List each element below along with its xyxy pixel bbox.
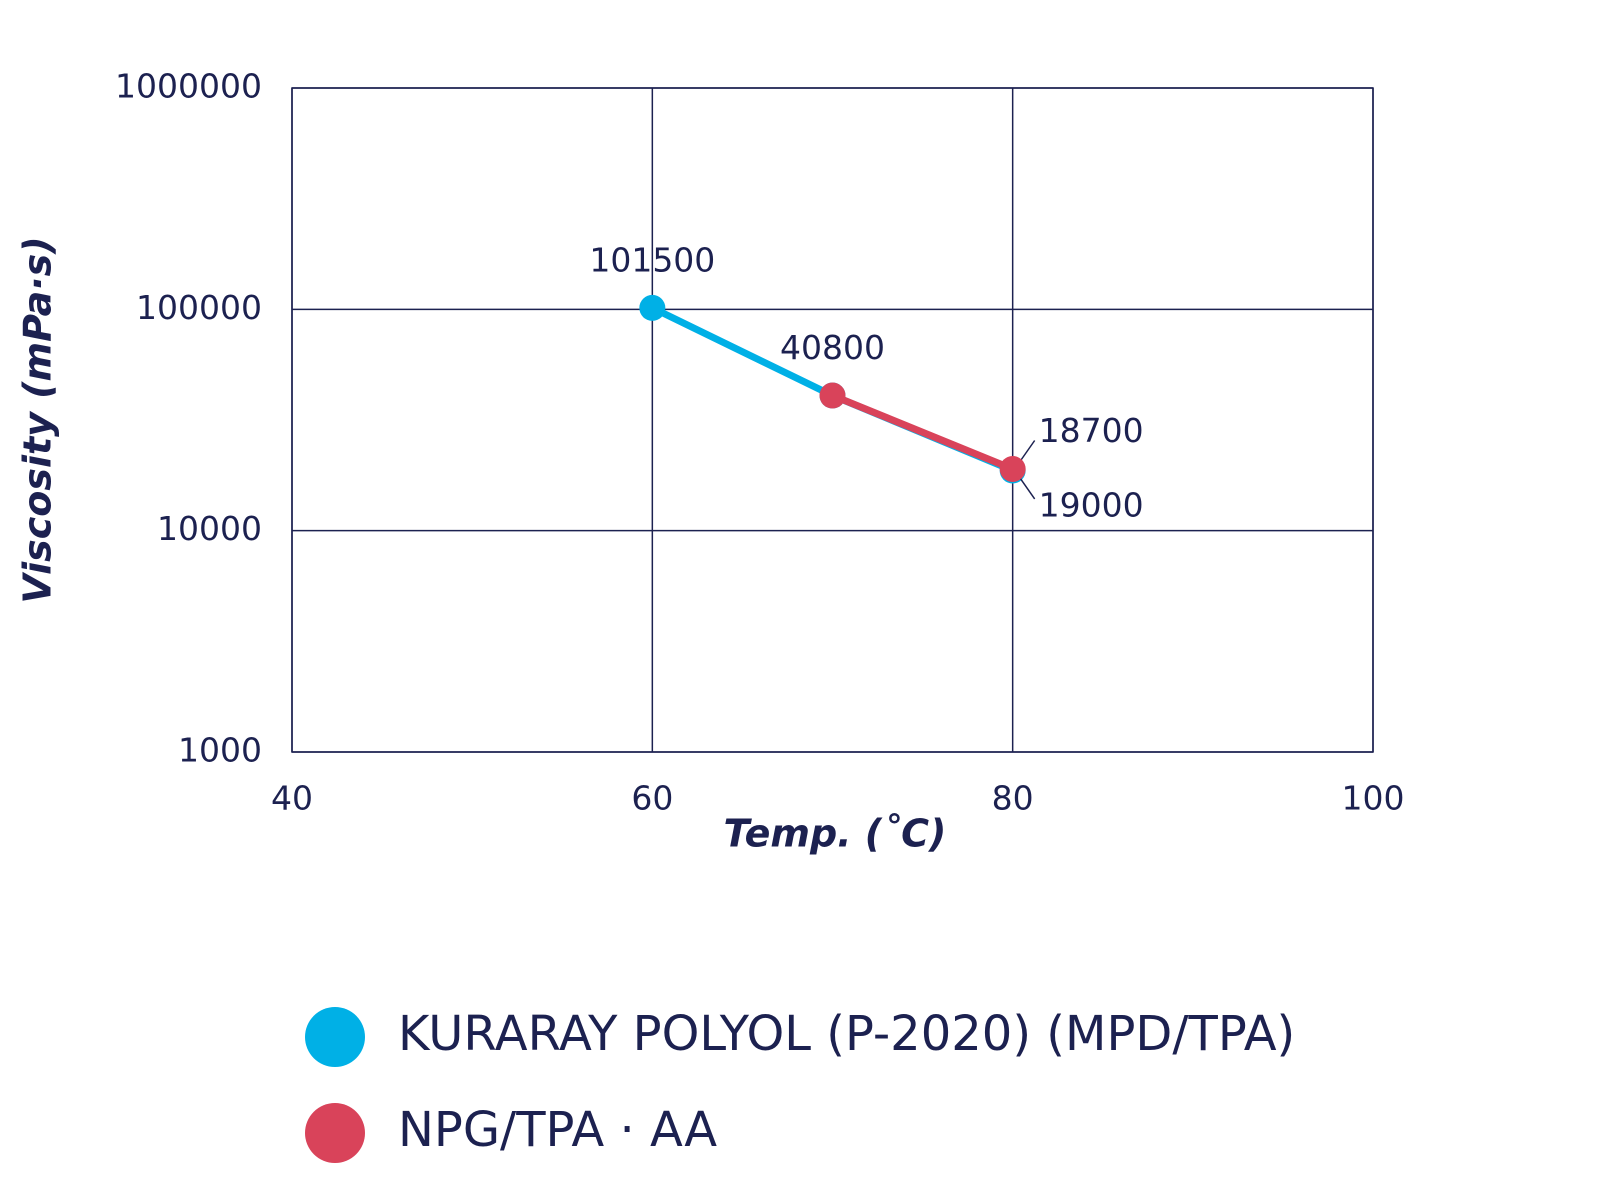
y-tick-label: 1000 <box>178 731 262 770</box>
legend-text: KURARAY POLYOL (P-2020) (MPD/TPA) <box>398 1006 1295 1062</box>
data-label: 101500 <box>589 240 715 279</box>
x-tick-label: 60 <box>631 779 673 818</box>
legend-text: NPG/TPA · AA <box>398 1102 717 1158</box>
data-label: 19000 <box>1039 485 1144 524</box>
leader-line <box>1020 440 1036 461</box>
x-tick-label: 40 <box>271 779 313 818</box>
legend-marker <box>305 1103 365 1163</box>
x-tick-label: 100 <box>1342 779 1405 818</box>
leader-line <box>1020 478 1036 500</box>
legend-marker <box>305 1007 365 1067</box>
y-tick-label: 10000 <box>157 509 262 548</box>
data-point <box>819 382 846 409</box>
y-tick-label: 100000 <box>136 288 262 327</box>
plot-frame <box>291 87 1374 753</box>
x-axis-title: Temp. (˚C) <box>724 812 947 856</box>
y-axis-title: Viscosity (mPa·s) <box>16 236 60 603</box>
data-label: 18700 <box>1039 411 1144 450</box>
data-label: 40800 <box>780 328 885 367</box>
data-point <box>639 294 666 321</box>
y-tick-label: 1000000 <box>115 67 262 106</box>
data-point <box>999 455 1026 482</box>
x-tick-label: 80 <box>992 779 1034 818</box>
series-line <box>831 392 1014 473</box>
